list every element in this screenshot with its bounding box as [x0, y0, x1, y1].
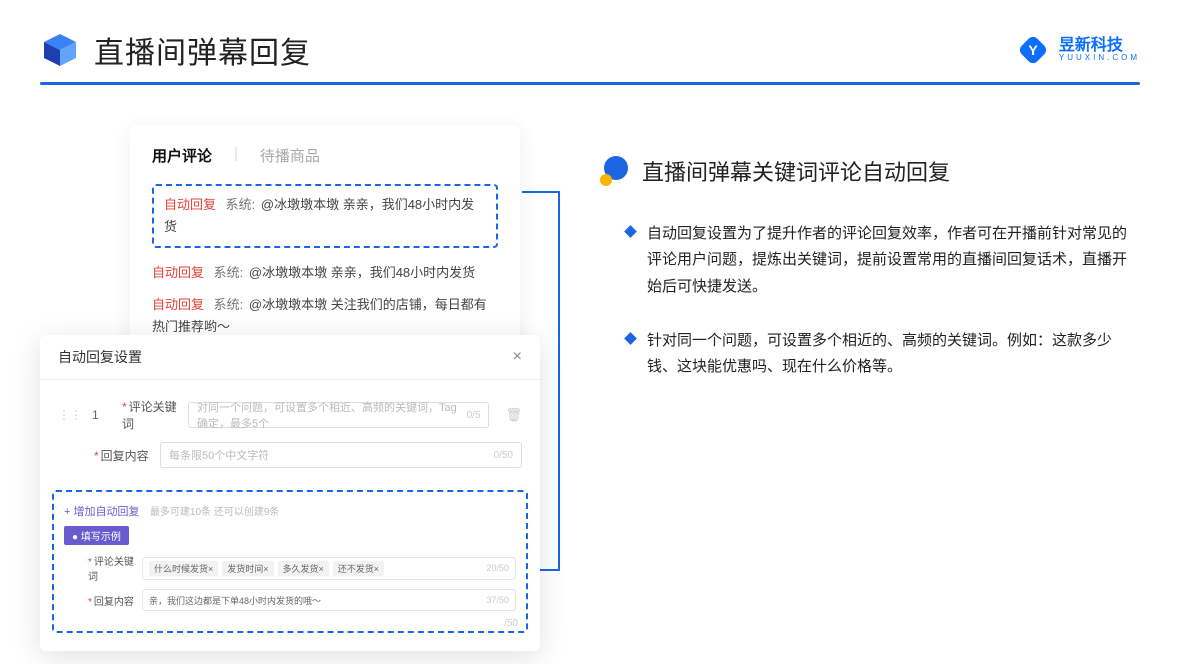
left-column: 用户评论 | 待播商品 自动回复 系统: @冰墩墩本墩 亲亲，我们48小时内发货…	[40, 125, 560, 408]
brand-logo: Y 昱新科技 YUUXIN.COM	[1015, 32, 1140, 68]
dialog-body: ⋮⋮ 1 *评论关键词 对同一个问题，可设置多个相近、高频的关键词，Tag确定，…	[40, 380, 540, 476]
svg-text:Y: Y	[1028, 42, 1038, 58]
keyword-input[interactable]: 对同一个问题，可设置多个相近、高频的关键词，Tag确定，最多5个 0/5	[188, 402, 489, 428]
right-column: 直播间弹幕关键词评论自动回复 自动回复设置为了提升作者的评论回复效率，作者可在开…	[600, 125, 1140, 408]
comment-item: 自动回复 系统: @冰墩墩本墩 关注我们的店铺，每日都有热门推荐哟～	[152, 294, 498, 338]
connector-line	[558, 191, 560, 571]
bullet-text: 针对同一个问题，可设置多个相近的、高频的关键词。例如：这款多少钱、这块能优惠吗、…	[647, 328, 1140, 381]
add-hint: 最多可建10条 还可以创建9条	[150, 507, 279, 518]
tab-user-comments[interactable]: 用户评论	[152, 145, 212, 166]
auto-reply-tag: 自动回复	[152, 265, 204, 280]
auto-reply-tag: 自动回复	[164, 197, 216, 212]
header-left: 直播间弹幕回复	[40, 28, 311, 72]
highlighted-comment: 自动回复 系统: @冰墩墩本墩 亲亲，我们48小时内发货	[152, 184, 498, 248]
reply-input[interactable]: 每条限50个中文字符 0/50	[160, 442, 522, 468]
keyword-label: *评论关键词	[122, 398, 178, 432]
tab-separator: |	[234, 145, 238, 166]
diamond-bullet-icon	[624, 225, 637, 238]
close-icon[interactable]: ×	[513, 348, 522, 366]
system-tag: 系统:	[214, 297, 244, 312]
cube-icon	[40, 30, 80, 70]
drag-handle-icon[interactable]: ⋮⋮	[58, 408, 82, 422]
bullet-item: 自动回复设置为了提升作者的评论回复效率，作者可在开播前针对常见的评论用户问题，提…	[600, 221, 1140, 300]
diamond-bullet-icon	[624, 332, 637, 345]
keyword-tag[interactable]: 发货时间×	[222, 561, 273, 576]
bullet-text: 自动回复设置为了提升作者的评论回复效率，作者可在开播前针对常见的评论用户问题，提…	[647, 221, 1140, 300]
example-reply-row: *回复内容 亲，我们这边都是下单48小时内发货的哦～ 37/50	[88, 589, 516, 611]
example-keyword-row: *评论关键词 什么时候发货× 发货时间× 多久发货× 还不发货× 20/50	[88, 553, 516, 583]
keyword-row: ⋮⋮ 1 *评论关键词 对同一个问题，可设置多个相近、高频的关键词，Tag确定，…	[58, 398, 522, 432]
comment-text: @冰墩墩本墩 亲亲，我们48小时内发货	[249, 265, 475, 280]
example-reply-label: *回复内容	[88, 593, 134, 608]
reply-placeholder: 每条限50个中文字符	[169, 447, 269, 463]
connector-line	[522, 191, 560, 193]
brand-name-cn: 昱新科技	[1059, 37, 1140, 55]
example-reply-text: 亲，我们这边都是下单48小时内发货的哦～	[149, 594, 321, 607]
example-reply-counter: 37/50	[486, 595, 509, 605]
example-keyword-counter: 20/50	[486, 563, 509, 573]
dialog-title: 自动回复设置	[58, 347, 142, 367]
example-section: + 增加自动回复 最多可建10条 还可以创建9条 ● 填写示例 *评论关键词 什…	[52, 490, 528, 633]
add-auto-reply-link[interactable]: + 增加自动回复	[64, 506, 139, 518]
keyword-tag[interactable]: 多久发货×	[278, 561, 329, 576]
brand-logo-icon: Y	[1015, 32, 1051, 68]
auto-reply-tag: 自动回复	[152, 297, 204, 312]
system-tag: 系统:	[226, 197, 256, 212]
reply-counter: 0/50	[494, 450, 513, 461]
delete-icon[interactable]: 🗑	[505, 407, 522, 423]
chat-bubble-icon	[600, 156, 630, 186]
example-badge: ● 填写示例	[64, 526, 129, 545]
page-header: 直播间弹幕回复 Y 昱新科技 YUUXIN.COM	[0, 0, 1180, 82]
keyword-counter: 0/5	[467, 410, 481, 421]
add-auto-reply-row: + 增加自动回复 最多可建10条 还可以创建9条	[64, 502, 516, 520]
tab-pending-goods[interactable]: 待播商品	[260, 145, 320, 166]
reply-label: *回复内容	[94, 447, 150, 464]
comment-item: 自动回复 系统: @冰墩墩本墩 亲亲，我们48小时内发货	[164, 194, 486, 238]
section-title: 直播间弹幕关键词评论自动回复	[642, 155, 950, 187]
bullet-item: 针对同一个问题，可设置多个相近的、高频的关键词。例如：这款多少钱、这块能优惠吗、…	[600, 328, 1140, 381]
comment-item: 自动回复 系统: @冰墩墩本墩 亲亲，我们48小时内发货	[152, 262, 498, 284]
reply-row: *回复内容 每条限50个中文字符 0/50	[94, 442, 522, 468]
page-title: 直播间弹幕回复	[94, 28, 311, 72]
auto-reply-settings-dialog: 自动回复设置 × ⋮⋮ 1 *评论关键词 对同一个问题，可设置多个相近、高频的关…	[40, 335, 540, 651]
section-title-row: 直播间弹幕关键词评论自动回复	[600, 155, 1140, 187]
tabs-row: 用户评论 | 待播商品	[152, 145, 498, 166]
system-tag: 系统:	[214, 265, 244, 280]
keyword-placeholder: 对同一个问题，可设置多个相近、高频的关键词，Tag确定，最多5个	[197, 399, 467, 431]
dialog-header: 自动回复设置 ×	[40, 335, 540, 380]
sequence-number: 1	[92, 408, 112, 422]
example-reply-input[interactable]: 亲，我们这边都是下单48小时内发货的哦～ 37/50	[142, 589, 516, 611]
content-area: 用户评论 | 待播商品 自动回复 系统: @冰墩墩本墩 亲亲，我们48小时内发货…	[0, 85, 1180, 408]
example-tags: 什么时候发货× 发货时间× 多久发货× 还不发货×	[149, 561, 384, 576]
example-keyword-input[interactable]: 什么时候发货× 发货时间× 多久发货× 还不发货× 20/50	[142, 557, 516, 580]
keyword-tag[interactable]: 还不发货×	[333, 561, 384, 576]
example-keyword-label: *评论关键词	[88, 553, 134, 583]
keyword-tag[interactable]: 什么时候发货×	[149, 561, 218, 576]
brand-text: 昱新科技 YUUXIN.COM	[1059, 37, 1140, 63]
outer-counter: /50	[504, 618, 518, 629]
brand-name-en: YUUXIN.COM	[1059, 54, 1140, 63]
